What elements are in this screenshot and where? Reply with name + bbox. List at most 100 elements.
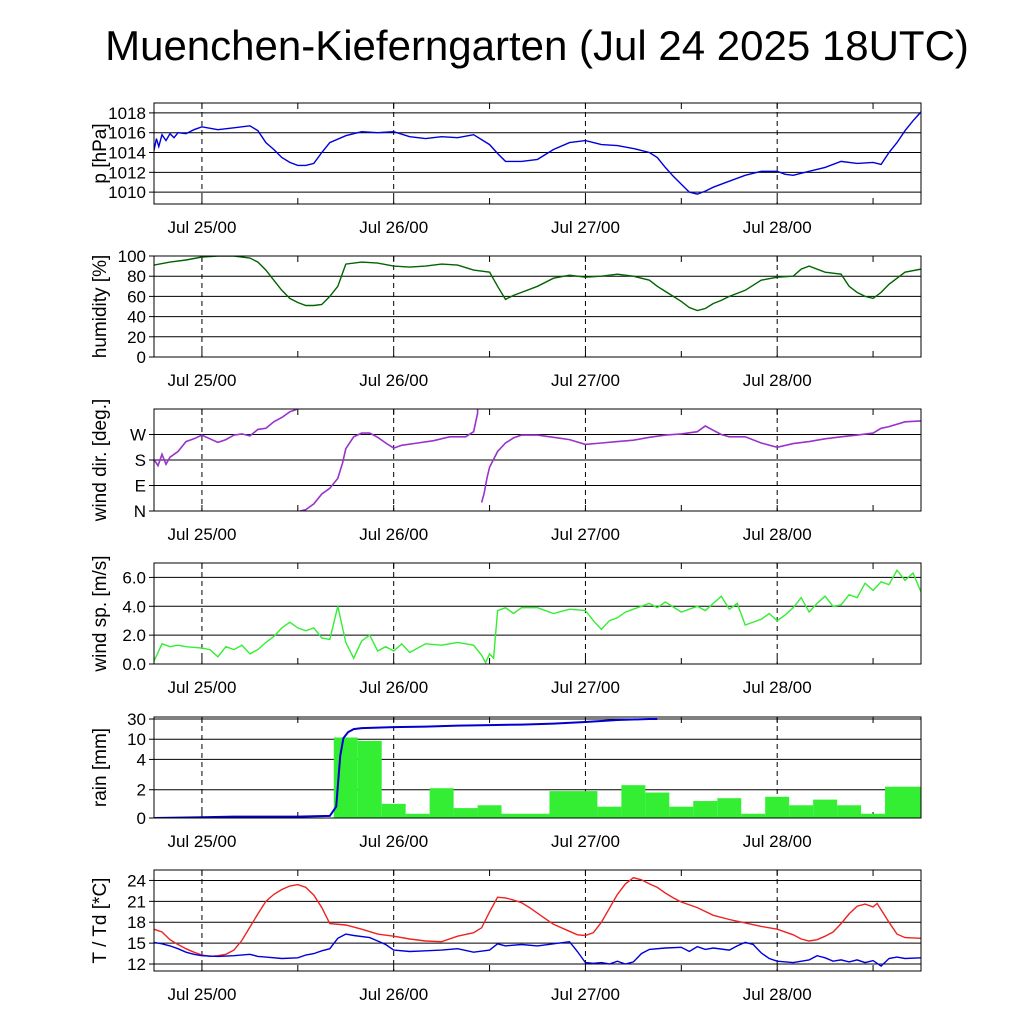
x-tick-label: Jul 25/00 bbox=[167, 218, 236, 237]
rain-bar bbox=[837, 805, 862, 818]
rain-bar bbox=[765, 796, 790, 818]
y-tick-label: 40 bbox=[127, 308, 146, 327]
rain-bar bbox=[381, 803, 406, 818]
y-tick-label: 0.0 bbox=[122, 655, 146, 674]
y-tick-label: 4 bbox=[137, 750, 146, 769]
y-tick-label: 0 bbox=[137, 348, 146, 367]
x-tick-label: Jul 26/00 bbox=[359, 525, 428, 544]
panel-temperature: 12 15 18 21 24 Jul 25/00 Jul 26/00 Jul 27/00 Jul… bbox=[90, 869, 922, 1004]
y-tick-label: 4.0 bbox=[122, 597, 146, 616]
rain-bar bbox=[405, 813, 430, 818]
rain-bar bbox=[621, 785, 646, 818]
x-tick-label: Jul 25/00 bbox=[167, 525, 236, 544]
y-tick-label: 1012 bbox=[108, 163, 146, 182]
x-tick-label: Jul 28/00 bbox=[743, 678, 812, 697]
rain-bar bbox=[357, 740, 382, 818]
y-tick-label: 1010 bbox=[108, 183, 146, 202]
y-tick-label: 15 bbox=[127, 934, 146, 953]
rain-bar bbox=[597, 806, 622, 818]
y-tick-label: 80 bbox=[127, 267, 146, 286]
wind_speed-line-0 bbox=[154, 568, 921, 664]
panel-frame bbox=[153, 255, 922, 358]
y-tick-label: 2.0 bbox=[122, 626, 146, 645]
y-tick-label: 1016 bbox=[108, 124, 146, 143]
y-axis-label: wind dir. [deg.] bbox=[90, 399, 111, 523]
y-tick-label: N bbox=[134, 502, 146, 521]
y-tick-label: 21 bbox=[127, 892, 146, 911]
rain-bar bbox=[861, 813, 886, 818]
x-tick-label: Jul 26/00 bbox=[359, 832, 428, 851]
data-layer bbox=[154, 876, 921, 968]
y-tick-label: 6.0 bbox=[122, 568, 146, 587]
y-tick-label: 1014 bbox=[108, 144, 146, 163]
humidity-line-0 bbox=[154, 256, 921, 312]
rain-bar bbox=[813, 799, 838, 818]
y-axis-label: humidity [%] bbox=[90, 255, 111, 358]
x-tick-label: Jul 27/00 bbox=[551, 371, 620, 390]
data-layer bbox=[154, 568, 921, 664]
rain-bar bbox=[717, 798, 742, 818]
panel-frame bbox=[153, 102, 922, 205]
temperature-line-0 bbox=[154, 876, 921, 958]
x-tick-label: Jul 26/00 bbox=[359, 218, 428, 237]
data-layer bbox=[154, 409, 921, 511]
x-tick-label: Jul 28/00 bbox=[743, 218, 812, 237]
rain-bar bbox=[477, 805, 502, 818]
x-tick-label: Jul 25/00 bbox=[167, 985, 236, 1004]
rain-bar bbox=[789, 805, 814, 818]
panel-wind_speed: 0.0 2.0 4.0 6.0 Jul 25/00 Jul 26/00 Jul 27/00 J… bbox=[90, 555, 922, 697]
y-tick-label: 1018 bbox=[108, 104, 146, 123]
x-tick-label: Jul 27/00 bbox=[551, 832, 620, 851]
wind-dir-line bbox=[480, 420, 921, 503]
rain-bar bbox=[501, 813, 550, 818]
x-tick-label: Jul 28/00 bbox=[743, 832, 812, 851]
y-tick-label: 30 bbox=[127, 710, 146, 729]
y-axis-label: T / Td [*C] bbox=[90, 878, 111, 964]
data-layer bbox=[154, 256, 921, 312]
x-tick-label: Jul 28/00 bbox=[743, 371, 812, 390]
y-tick-label: 60 bbox=[127, 287, 146, 306]
rain-bar bbox=[429, 788, 454, 818]
rain-bar bbox=[645, 792, 670, 818]
y-tick-label: 12 bbox=[127, 955, 146, 974]
y-tick-label: 2 bbox=[137, 781, 146, 800]
wind-dir-line bbox=[154, 409, 299, 468]
x-tick-label: Jul 26/00 bbox=[359, 678, 428, 697]
temperature-line-1 bbox=[154, 933, 921, 968]
x-tick-label: Jul 27/00 bbox=[551, 218, 620, 237]
chart-title: Muenchen-Kieferngarten (Jul 24 2025 18UT… bbox=[105, 22, 969, 69]
y-tick-label: 0 bbox=[137, 809, 146, 828]
x-tick-label: Jul 28/00 bbox=[743, 525, 812, 544]
x-tick-label: Jul 26/00 bbox=[359, 985, 428, 1004]
y-tick-label: 100 bbox=[118, 247, 146, 266]
x-tick-label: Jul 27/00 bbox=[551, 985, 620, 1004]
rain-bar bbox=[549, 791, 598, 818]
rain-bar bbox=[693, 801, 718, 818]
x-tick-label: Jul 26/00 bbox=[359, 371, 428, 390]
x-tick-label: Jul 25/00 bbox=[167, 371, 236, 390]
y-tick-label: 20 bbox=[127, 328, 146, 347]
y-tick-label: 10 bbox=[127, 730, 146, 749]
y-axis-label: rain [mm] bbox=[90, 728, 111, 807]
y-tick-label: 24 bbox=[127, 871, 146, 890]
rain-bar bbox=[885, 786, 921, 818]
y-axis-label: p [hPa] bbox=[90, 123, 111, 183]
panel-frame bbox=[153, 869, 922, 972]
y-axis-label: wind sp. [m/s] bbox=[90, 555, 111, 672]
y-tick-label: W bbox=[130, 426, 146, 445]
rain-accumulated-line bbox=[154, 718, 658, 818]
panel-frame bbox=[153, 408, 922, 512]
pressure-line-0 bbox=[154, 111, 921, 195]
x-tick-label: Jul 27/00 bbox=[551, 525, 620, 544]
x-tick-label: Jul 28/00 bbox=[743, 985, 812, 1004]
y-tick-label: E bbox=[135, 477, 146, 496]
rain-bar bbox=[669, 806, 694, 818]
y-tick-label: 18 bbox=[127, 913, 146, 932]
panel-frame bbox=[153, 562, 922, 665]
x-tick-label: Jul 25/00 bbox=[167, 832, 236, 851]
wind-dir-line bbox=[300, 409, 479, 511]
